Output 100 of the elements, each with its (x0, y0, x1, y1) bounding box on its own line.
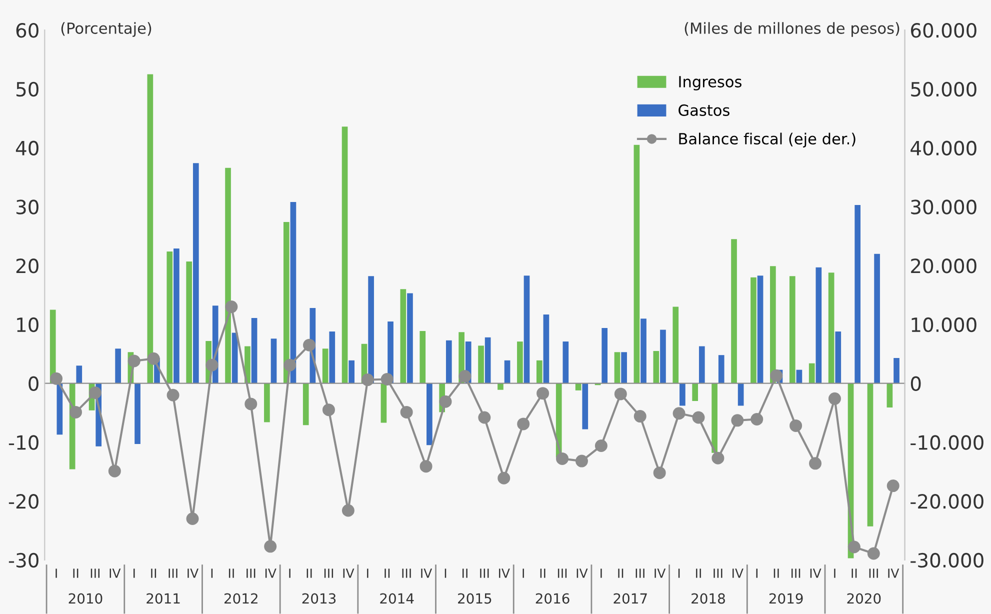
x-tick-label: IV (810, 568, 822, 578)
bar (854, 204, 861, 384)
bar (166, 251, 173, 384)
text: 2016 (536, 593, 570, 604)
point (478, 411, 491, 424)
bar (446, 340, 452, 384)
text: 2020 (847, 593, 881, 604)
bar (634, 144, 640, 384)
text: 2010 (68, 593, 102, 604)
y2-tick-label: -20.000 (910, 494, 984, 509)
point (322, 404, 335, 416)
x-tick-label: III (402, 568, 411, 578)
bar (342, 126, 348, 384)
bar (680, 383, 686, 406)
point (206, 358, 218, 372)
bar (770, 266, 776, 384)
x-tick-label: III (791, 568, 800, 578)
text: 2013 (302, 593, 336, 604)
y-axis-title: (Porcentaje) (61, 22, 152, 37)
x-tick-label: I (600, 568, 602, 578)
x-tick-label: IV (732, 568, 744, 578)
x-tick-label: IV (188, 568, 199, 578)
bar (270, 338, 277, 384)
point (361, 374, 374, 386)
point (400, 406, 413, 418)
point (69, 406, 82, 418)
text: 2015 (458, 593, 492, 604)
point (420, 460, 432, 473)
x-tick-label: IV (421, 568, 432, 578)
point (498, 472, 510, 484)
point (867, 547, 880, 560)
bar (894, 358, 900, 384)
bar (816, 267, 822, 384)
x-tick-label: III (636, 568, 644, 578)
bar (115, 348, 121, 384)
y2-axis-title: (Miles de millones de pesos) (684, 22, 900, 37)
point (128, 354, 140, 368)
x-tick-label: IV (110, 568, 121, 578)
x-tick-label: II (306, 568, 312, 578)
point (828, 392, 841, 405)
bar (692, 383, 698, 402)
bar (712, 383, 718, 453)
y2-tick-label: 0 (910, 376, 921, 392)
bar (808, 363, 815, 384)
bar (225, 168, 231, 384)
bar (232, 332, 238, 384)
x-tick-label: III (480, 568, 489, 578)
point (594, 440, 608, 452)
x-tick-label: I (522, 568, 524, 578)
point (439, 395, 452, 408)
bar (302, 383, 309, 426)
y2-tick-label: 50.000 (911, 82, 976, 97)
bar (478, 346, 484, 384)
point (458, 370, 472, 383)
bar (874, 254, 880, 384)
text: 2014 (380, 593, 414, 604)
x-tick-label: II (774, 568, 779, 578)
x-tick-label: IV (498, 568, 510, 578)
x-tick-label: II (618, 568, 624, 578)
bar (543, 314, 550, 384)
point (692, 411, 705, 424)
point (225, 300, 238, 314)
y2-tick-label: 60.000 (911, 23, 976, 38)
y-tick-label: 50 (16, 82, 38, 97)
bar (329, 332, 336, 384)
text: 2012 (224, 593, 258, 604)
y-tick-label: 10 (17, 317, 38, 332)
bar (731, 239, 737, 384)
bar (517, 342, 523, 384)
point (244, 398, 258, 410)
point (575, 454, 588, 468)
point (634, 410, 646, 423)
bar (76, 366, 82, 384)
bar (738, 383, 744, 406)
legend-label: Balance fiscal (eje der.) (679, 132, 856, 148)
x-tick-label: I (367, 568, 368, 578)
y-tick-label: 30 (16, 200, 38, 214)
legend-label: Gastos (678, 104, 730, 116)
bar (192, 163, 199, 384)
x-tick-label: IV (265, 568, 276, 578)
bar (886, 383, 893, 408)
bar (718, 355, 724, 384)
x-tick-label: I (444, 568, 446, 578)
x-tick-label: II (696, 568, 701, 578)
y-tick-label: 20 (16, 258, 38, 274)
point (380, 372, 394, 386)
y-tick-label: -10 (8, 435, 38, 450)
bar (407, 293, 413, 384)
point (166, 388, 180, 402)
y-tick-label: 60 (16, 23, 38, 38)
x-tick-label: I (134, 568, 135, 578)
y-tick-label: 0 (28, 376, 38, 392)
bar (757, 276, 764, 384)
x-tick-label: II (384, 568, 390, 578)
point (614, 388, 627, 400)
bar (368, 276, 374, 384)
bar (380, 383, 387, 423)
bar (420, 330, 426, 384)
point (303, 338, 316, 352)
text: 2011 (146, 593, 180, 604)
